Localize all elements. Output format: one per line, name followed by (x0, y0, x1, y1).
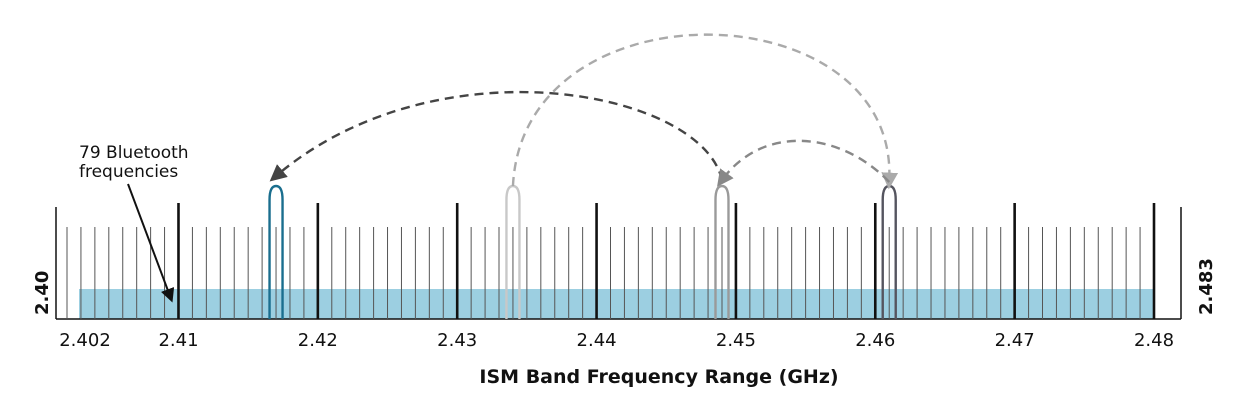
major-ticks (177, 203, 1156, 319)
tick-label: 2.44 (577, 330, 617, 351)
hop-arrow (511, 33, 899, 190)
tick-label: 2.43 (437, 330, 477, 351)
callout-line-2: frequencies (79, 162, 178, 182)
tick-label: 2.41 (158, 330, 198, 351)
tick-label: 2.402 (59, 330, 111, 351)
hop-arrow (717, 139, 891, 187)
channel-band-fill (79, 289, 1154, 319)
tick-label: 2.45 (716, 330, 756, 351)
hop-pulse (268, 184, 284, 319)
hop-arrow (269, 90, 724, 182)
callout-line-1: 79 Bluetooth (79, 143, 189, 163)
tick-label: 2.48 (1134, 330, 1174, 351)
tick-label: 2.47 (995, 330, 1035, 351)
callout-arrow (127, 183, 175, 303)
hop-arrows (269, 33, 899, 190)
tick-label: 2.46 (855, 330, 895, 351)
band-start-label: 2.40 (32, 271, 53, 315)
axis-title: ISM Band Frequency Range (GHz) (479, 366, 838, 388)
band-end-label: 2.483 (1196, 258, 1217, 315)
tick-label: 2.42 (298, 330, 338, 351)
tick-labels: 2.402 2.41 2.42 2.43 2.44 2.45 2.46 2.47… (59, 330, 1174, 351)
